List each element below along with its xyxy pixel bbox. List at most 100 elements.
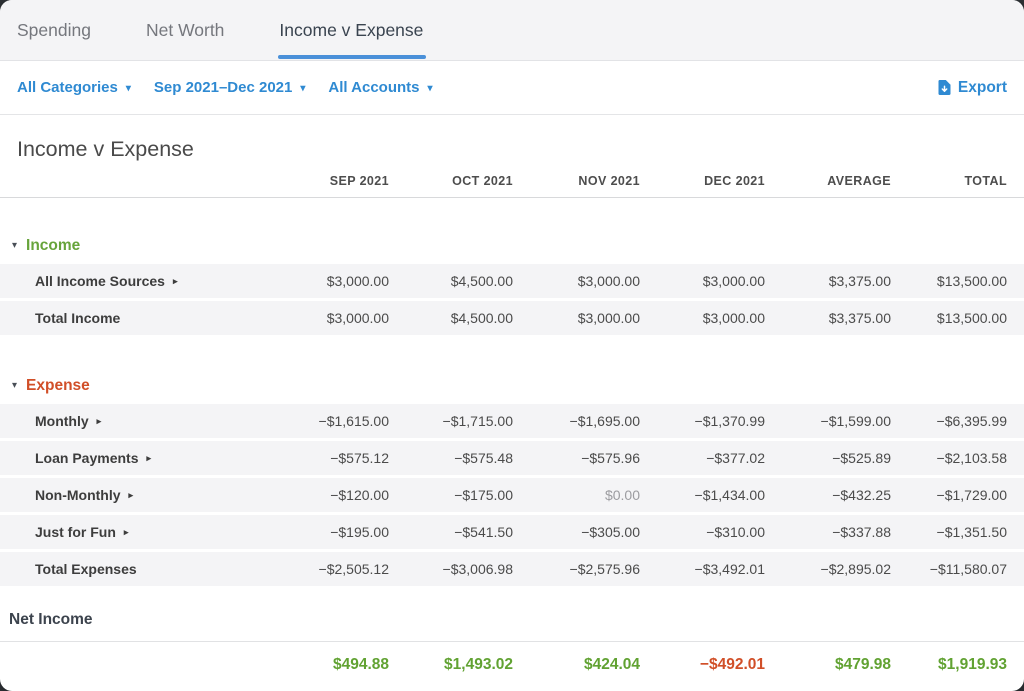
cell-value: −$2,575.96 (569, 561, 640, 577)
section-title: Expense (26, 377, 90, 394)
column-header-oct-2021: OCT 2021 (452, 174, 513, 188)
export-label: Export (957, 78, 1007, 96)
cell-value: −$377.02 (706, 450, 765, 466)
row-label: Total Income (0, 310, 264, 326)
cell-value: −$337.88 (832, 524, 891, 540)
categories-filter-dropdown[interactable]: All Categories ▾ (17, 79, 131, 96)
net-income-value: $494.88 (332, 656, 389, 673)
column-headers-row: SEP 2021 OCT 2021 NOV 2021 DEC 2021 AVERAGE T… (0, 162, 1024, 198)
row-label-text: Just for Fun (35, 524, 116, 540)
row-label-text: Non-Monthly (35, 487, 121, 503)
cell-value: $3,000.00 (577, 273, 640, 289)
cell-value: −$1,695.00 (569, 413, 640, 429)
section-header-expense[interactable]: ▾ Expense (0, 338, 1024, 404)
net-income-values-row: $494.88 $1,493.02 $424.04 −$492.01 $479.98 $1… (0, 642, 1024, 674)
tab-net-worth[interactable]: Net Worth (145, 19, 225, 40)
cell-value: $4,500.00 (450, 273, 513, 289)
cell-value: −$305.00 (581, 524, 640, 540)
cell-value: −$195.00 (330, 524, 389, 540)
cell-value: $3,000.00 (577, 310, 640, 326)
filter-bar: All Categories ▾ Sep 2021–Dec 2021 ▾ All… (0, 61, 1024, 115)
expand-caret-icon: ▸ (96, 416, 102, 426)
tab-bar: Spending Net Worth Income v Expense (0, 0, 1024, 61)
net-income-value: $1,493.02 (444, 656, 513, 673)
net-income-value: −$492.01 (699, 656, 765, 673)
row-label: Non-Monthly ▸ (0, 487, 264, 503)
page-title: Income v Expense (17, 137, 194, 161)
row-label-text: Monthly (35, 413, 89, 429)
chevron-down-icon: ▾ (300, 83, 306, 94)
section-title: Income (26, 237, 81, 254)
cell-value: −$175.00 (454, 487, 513, 503)
tab-spending[interactable]: Spending (17, 19, 91, 40)
categories-filter-label: All Categories (17, 79, 118, 96)
row-label: Loan Payments ▸ (0, 450, 264, 466)
column-header-total: TOTAL (964, 174, 1007, 188)
net-income-value: $1,919.93 (938, 656, 1007, 673)
accounts-filter-label: All Accounts (328, 79, 420, 96)
cell-value: −$575.48 (454, 450, 513, 466)
cell-value: $3,000.00 (702, 310, 765, 326)
table-row-total-expenses: Total Expenses −$2,505.12 −$3,006.98 −$2,57… (0, 552, 1024, 586)
column-header-dec-2021: DEC 2021 (704, 174, 765, 188)
net-income-value: $479.98 (834, 656, 891, 673)
export-button[interactable]: Export (937, 79, 1007, 97)
table-row-all-income-sources[interactable]: All Income Sources ▸ $3,000.00 $4,500.00 $3,… (0, 264, 1024, 298)
cell-value: −$1,351.50 (936, 524, 1007, 540)
row-label-text: Total Income (35, 310, 121, 326)
table-row-just-for-fun[interactable]: Just for Fun ▸ −$195.00 −$541.50 −$305.00 −$3… (0, 515, 1024, 549)
chevron-down-icon: ▾ (125, 83, 131, 94)
cell-value: −$541.50 (454, 524, 513, 540)
cell-value: −$2,505.12 (318, 561, 389, 577)
column-header-nov-2021: NOV 2021 (578, 174, 640, 188)
row-label-text: Loan Payments (35, 450, 139, 466)
expand-caret-icon: ▸ (128, 490, 134, 500)
net-income-label: Net Income (0, 589, 1024, 642)
cell-value: $3,375.00 (828, 273, 891, 289)
table-row-total-income: Total Income $3,000.00 $4,500.00 $3,000.00 $… (0, 301, 1024, 335)
date-range-filter-dropdown[interactable]: Sep 2021–Dec 2021 ▾ (154, 79, 305, 96)
row-label: All Income Sources ▸ (0, 273, 264, 289)
cell-value: −$2,103.58 (936, 450, 1007, 466)
cell-value: −$3,492.01 (694, 561, 765, 577)
cell-value: −$1,434.00 (694, 487, 765, 503)
cell-value: −$120.00 (330, 487, 389, 503)
cell-value: $3,000.00 (326, 273, 389, 289)
cell-value: $13,500.00 (936, 273, 1007, 289)
section-collapse-triangle-icon: ▾ (12, 240, 18, 251)
cell-value: −$575.12 (330, 450, 389, 466)
cell-value: −$575.96 (581, 450, 640, 466)
cell-value: −$1,615.00 (318, 413, 389, 429)
row-label: Monthly ▸ (0, 413, 264, 429)
cell-value: −$3,006.98 (442, 561, 513, 577)
cell-value: −$2,895.02 (820, 561, 891, 577)
table-row-monthly[interactable]: Monthly ▸ −$1,615.00 −$1,715.00 −$1,695.00 −$… (0, 404, 1024, 438)
export-file-icon (938, 80, 951, 95)
row-label: Just for Fun ▸ (0, 524, 264, 540)
cell-value: −$1,729.00 (936, 487, 1007, 503)
expand-caret-icon: ▸ (123, 527, 129, 537)
cell-value: −$1,370.99 (694, 413, 765, 429)
chevron-down-icon: ▾ (427, 83, 433, 94)
net-income-section: Net Income $494.88 $1,493.02 $424.04 −$492.… (0, 589, 1024, 674)
column-header-sep-2021: SEP 2021 (329, 174, 389, 188)
expand-caret-icon: ▸ (146, 453, 152, 463)
cell-value: −$525.89 (832, 450, 891, 466)
cell-value: $13,500.00 (936, 310, 1007, 326)
table-row-non-monthly[interactable]: Non-Monthly ▸ −$120.00 −$175.00 $0.00 −$1,434… (0, 478, 1024, 512)
net-income-value: $424.04 (583, 656, 640, 673)
column-header-average: AVERAGE (827, 174, 891, 188)
row-label-text: All Income Sources (35, 273, 165, 289)
expand-caret-icon: ▸ (172, 276, 178, 286)
cell-value: −$11,580.07 (929, 561, 1007, 577)
cell-value: $3,375.00 (828, 310, 891, 326)
cell-value: $3,000.00 (326, 310, 389, 326)
cell-value: $3,000.00 (702, 273, 765, 289)
section-header-income[interactable]: ▾ Income (0, 198, 1024, 264)
cell-value: −$310.00 (706, 524, 765, 540)
table-row-loan-payments[interactable]: Loan Payments ▸ −$575.12 −$575.48 −$575.96 −$… (0, 441, 1024, 475)
cell-value: −$432.25 (832, 487, 891, 503)
tab-income-v-expense[interactable]: Income v Expense (278, 0, 427, 60)
accounts-filter-dropdown[interactable]: All Accounts ▾ (328, 79, 432, 96)
